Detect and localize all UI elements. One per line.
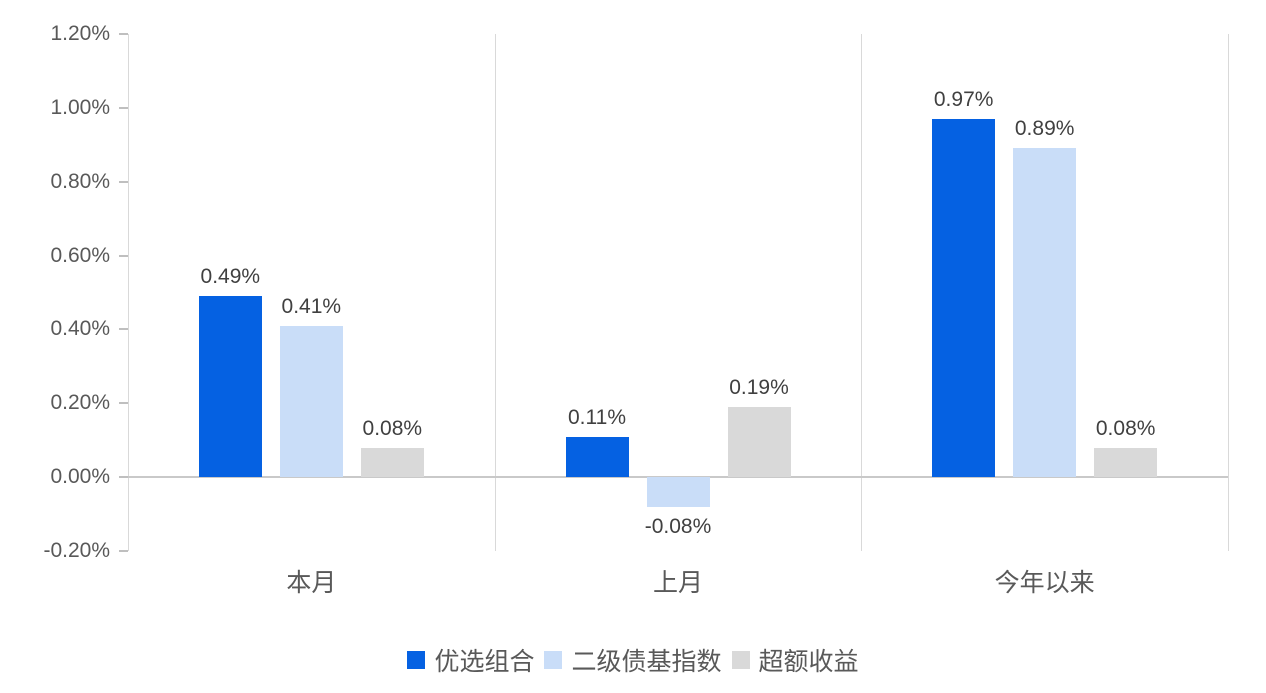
y-axis-line [128,34,129,551]
y-tick-label: 1.00% [50,95,110,119]
y-tick-label: 0.80% [50,169,110,193]
bar [279,325,343,478]
legend-label: 二级债基指数 [571,648,722,676]
group-divider-line [861,34,863,551]
y-tick-label: -0.20% [43,539,110,562]
legend-label: 超额收益 [758,648,859,676]
category-label: 今年以来 [994,569,1095,597]
bar [360,447,424,478]
bar-value-label: 0.41% [281,294,342,318]
legend: 优选组合 二级债基指数 超额收益 [0,642,1266,678]
bar [646,477,710,507]
y-tick-label: 0.40% [50,317,110,341]
legend-item: 超额收益 [731,642,859,678]
y-tick-label: 0.60% [50,243,110,267]
y-tick-label: 1.20% [50,22,110,45]
bar-value-label: 0.11% [568,405,626,429]
legend-label: 优选组合 [434,648,535,676]
y-tick-label: 0.00% [50,465,110,489]
y-tick-label: 0.20% [50,391,110,415]
bar-value-label: -0.08% [644,514,712,538]
legend-swatch [407,651,426,669]
bar-value-label: 0.08% [362,416,423,440]
y-tick-mark [119,33,128,35]
y-tick-mark [119,180,128,183]
bar [1094,447,1158,478]
legend-swatch [731,651,750,669]
category-label: 上月 [652,569,703,597]
y-tick-mark [119,476,128,479]
y-tick-mark [119,550,128,552]
category-label: 本月 [286,569,337,597]
y-tick-mark [119,402,128,405]
y-tick-mark [119,106,128,109]
bar-value-label: 0.49% [200,265,261,289]
legend-item: 二级债基指数 [544,642,722,678]
bar-value-label: 0.97% [933,87,994,111]
bar-value-label: 0.89% [1014,117,1075,141]
bar [565,436,629,478]
y-tick-mark [119,328,128,331]
legend-swatch [544,651,563,669]
bar-value-label: 0.08% [1095,416,1156,440]
plot-right-border-line [1228,34,1229,551]
bar [1013,148,1077,478]
y-tick-mark [119,254,128,257]
group-divider-line [494,34,496,551]
bar [198,296,262,478]
bar [932,118,996,478]
legend-item: 优选组合 [407,642,534,678]
bar [727,406,791,478]
bar-value-label: 0.19% [729,375,789,399]
